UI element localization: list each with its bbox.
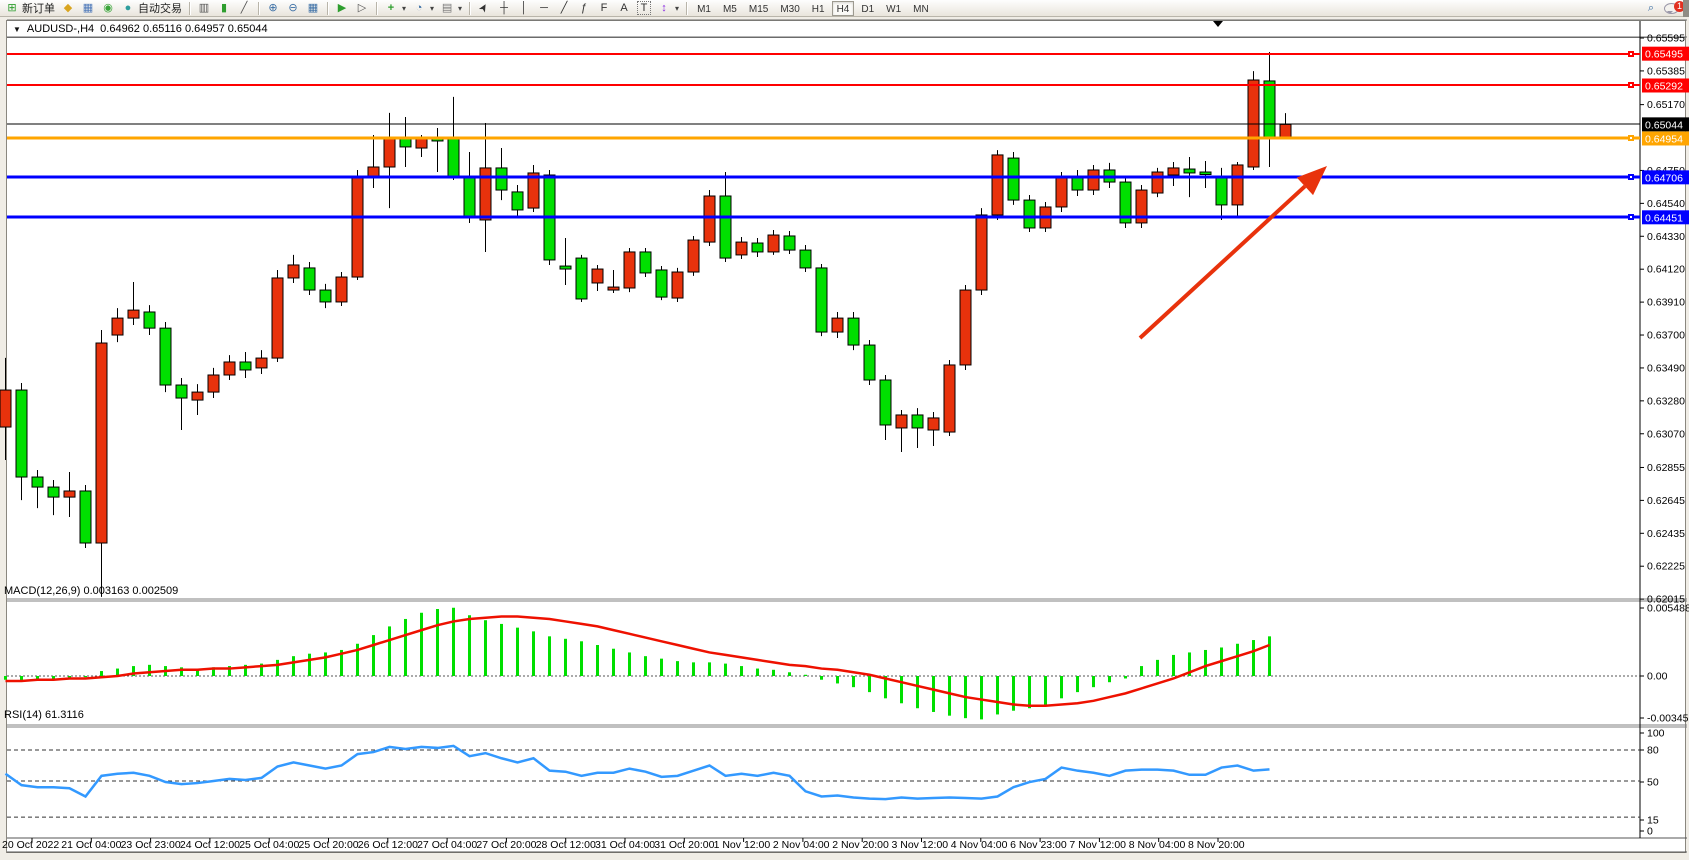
timeframe-mn-button[interactable]: MN	[913, 3, 929, 15]
chart-window[interactable]: ▼ AUDUSD-,H4 0.64962 0.65116 0.64957 0.6…	[6, 20, 1686, 853]
toolbar-separator	[258, 1, 259, 15]
timeframe-d1-button[interactable]: D1	[861, 3, 875, 15]
new-order-icon: ⊞	[7, 2, 17, 14]
new-order-label: 新订单	[22, 3, 55, 15]
timeframe-h4-button[interactable]: H4	[831, 0, 855, 16]
quotes-icon: ◆	[63, 2, 73, 14]
zoom-in-icon: ⊕	[268, 2, 278, 14]
toolbar-separator	[327, 1, 328, 15]
auto-scroll-icon: ▶	[337, 2, 347, 14]
bar-chart-button[interactable]: ▥	[194, 1, 214, 16]
arrows-button[interactable]: ↕ ▾	[654, 1, 682, 16]
quotes-button[interactable]: ◆	[58, 1, 78, 16]
cursor-icon: ➤	[476, 1, 492, 15]
fibonacci-icon: ƒ	[580, 2, 588, 14]
templates-icon: ▤	[441, 2, 453, 14]
autotrading-button[interactable]: ● 自动交易	[118, 1, 185, 16]
chevron-down-icon[interactable]: ▾	[430, 3, 435, 13]
label-icon: T	[637, 1, 652, 15]
autotrading-label: 自动交易	[138, 3, 182, 15]
timeframe-w1-button[interactable]: W1	[886, 3, 902, 15]
toolbar-edge	[1683, 0, 1689, 17]
toolbar-separator	[376, 1, 377, 15]
zoom-out-button[interactable]: ⊖	[283, 1, 303, 16]
timeframe-m15-button[interactable]: M15	[748, 3, 769, 15]
chart-shift-icon: ▷	[357, 2, 367, 14]
navigator-icon: ◉	[103, 2, 113, 14]
candlestick-icon: ▮	[220, 2, 228, 14]
line-chart-button[interactable]: ╱	[234, 1, 254, 16]
indicators-icon: +	[387, 2, 395, 14]
chevron-down-icon[interactable]: ▾	[458, 3, 463, 13]
fibonacci-button[interactable]: ƒ	[574, 1, 594, 16]
bar-chart-icon: ▥	[198, 2, 210, 14]
collapse-chart-icon[interactable]: ▼	[13, 24, 21, 34]
periods-button[interactable]: ◔ ▾	[409, 1, 437, 16]
timeframe-h1-button[interactable]: H1	[811, 3, 825, 15]
search-icon[interactable]: ⌕	[1647, 2, 1655, 14]
tile-windows-icon: ▦	[307, 2, 319, 14]
auto-scroll-button[interactable]: ▶	[332, 1, 352, 16]
periods-icon: ◔	[415, 2, 423, 14]
tile-windows-button[interactable]: ▦	[303, 1, 323, 16]
text-button[interactable]: A	[614, 1, 634, 16]
cursor-button[interactable]: ➤	[474, 1, 494, 16]
timeframe-m30-button[interactable]: M30	[780, 3, 800, 15]
horizontal-line-icon: ─	[540, 2, 548, 14]
crosshair-icon: ┼	[500, 2, 508, 14]
notifications-icon[interactable]: 1	[1664, 0, 1685, 14]
timeframe-m1-button[interactable]: M1	[697, 3, 711, 15]
market-watch-icon: ▦	[82, 2, 94, 14]
notification-count-badge: 1	[1674, 0, 1685, 12]
channels-button[interactable]: F	[594, 1, 614, 16]
chevron-down-icon[interactable]: ▾	[402, 3, 407, 13]
new-order-button[interactable]: ⊞ 新订单	[2, 1, 58, 16]
vertical-line-icon: │	[520, 2, 528, 14]
market-watch-button[interactable]: ▦	[78, 1, 98, 16]
text-icon: A	[620, 2, 628, 14]
horizontal-line-button[interactable]: ─	[534, 1, 554, 16]
macd-indicator-label: MACD(12,26,9) 0.003163 0.002509	[4, 585, 179, 597]
zoom-in-button[interactable]: ⊕	[263, 1, 283, 16]
chart-shift-button[interactable]: ▷	[352, 1, 372, 16]
label-button[interactable]: T	[634, 1, 654, 16]
trendline-button[interactable]: ╱	[554, 1, 574, 16]
arrows-icon: ↕	[661, 2, 667, 14]
chevron-down-icon[interactable]: ▾	[675, 3, 680, 13]
crosshair-button[interactable]: ┼	[494, 1, 514, 16]
navigator-button[interactable]: ◉	[98, 1, 118, 16]
channels-icon: F	[600, 2, 608, 14]
templates-button[interactable]: ▤ ▾	[437, 1, 465, 16]
line-chart-icon: ╱	[240, 2, 248, 14]
toolbar-separator	[189, 1, 190, 15]
chart-title: AUDUSD-,H4	[26, 23, 95, 35]
ohlc-readout: 0.64962 0.65116 0.64957 0.65044	[100, 23, 268, 35]
autotrading-icon: ●	[124, 2, 132, 14]
timeframe-m5-button[interactable]: M5	[722, 3, 737, 15]
indicators-button[interactable]: + ▾	[381, 1, 409, 16]
trendline-icon: ╱	[560, 2, 568, 14]
chart-title-row: ▼ AUDUSD-,H4 0.64962 0.65116 0.64957 0.6…	[7, 21, 1685, 38]
toolbar: ⊞ 新订单 ◆ ▦ ◉ ● 自动交易 ▥ ▮ ╱ ⊕ ⊖ ▦ ▶ ▷ + ▾ ◔ ▾ ▤ ▾ ➤ ┼ │ ─ ╱ ƒ F A T ↕ ▾ M1 M…	[0, 0, 1689, 17]
candlestick-button[interactable]: ▮	[214, 1, 234, 16]
vertical-line-button[interactable]: │	[514, 1, 534, 16]
rsi-indicator-label: RSI(14) 61.3116	[4, 709, 84, 721]
zoom-out-icon: ⊖	[288, 2, 298, 14]
toolbar-separator	[469, 1, 471, 15]
